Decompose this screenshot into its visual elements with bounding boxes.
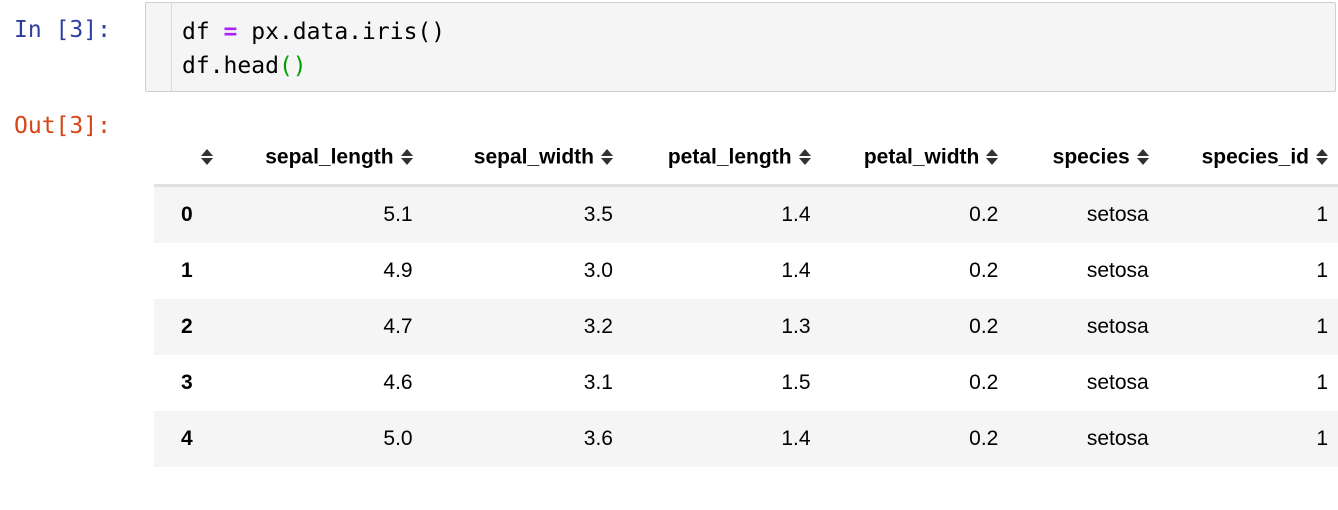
species-id-cell: 1 (1316, 259, 1328, 282)
output-prompt: Out[3]: (14, 113, 111, 139)
code-token: px.data.iris() (237, 19, 446, 45)
code-token: df (182, 19, 224, 45)
sepal-length-cell: 4.7 (383, 315, 413, 338)
sepal-width-cell: 3.2 (583, 315, 613, 338)
species-cell: setosa (1086, 203, 1149, 226)
petal-width-cell: 0.2 (969, 371, 999, 394)
sepal-length-cell: 4.6 (383, 371, 413, 394)
dataframe-table: sepal_length sepal_width petal_length pe… (154, 130, 1338, 467)
column-header-sepal-length[interactable]: sepal_length (213, 130, 440, 187)
petal-length-cell: 1.4 (781, 427, 811, 450)
code-matched-parens: () (278, 53, 307, 79)
sepal-width-cell: 3.0 (583, 259, 613, 282)
row-index-cell: 0 (181, 203, 193, 226)
table-row: 3 4.6 3.1 1.5 0.2 setosa 1 (154, 355, 1338, 411)
petal-width-cell: 0.2 (969, 259, 999, 282)
sort-both-icon[interactable] (400, 148, 413, 165)
column-header-label: petal_width (863, 145, 980, 169)
column-header-species-id[interactable]: species_id (1178, 130, 1338, 187)
species-id-cell: 1 (1316, 315, 1328, 338)
column-header-label: species (1052, 145, 1130, 169)
code-cell-editor[interactable]: df = px.data.iris() df.head() (145, 2, 1336, 92)
petal-length-cell: 1.5 (781, 371, 811, 394)
sepal-length-cell: 5.1 (383, 203, 413, 226)
sepal-width-cell: 3.5 (583, 203, 613, 226)
column-header-label: sepal_width (473, 145, 594, 169)
table-row: 4 5.0 3.6 1.4 0.2 setosa 1 (154, 411, 1338, 467)
table-row: 2 4.7 3.2 1.3 0.2 setosa 1 (154, 299, 1338, 355)
code-line-2: df.head() (182, 53, 307, 79)
petal-length-cell: 1.3 (781, 315, 811, 338)
petal-width-cell: 0.2 (969, 203, 999, 226)
input-prompt: In [3]: (14, 17, 111, 43)
table-row: 0 5.1 3.5 1.4 0.2 setosa 1 (154, 185, 1338, 243)
code-token: df.head (182, 53, 279, 79)
species-id-cell: 1 (1316, 203, 1328, 226)
sepal-length-cell: 5.0 (383, 427, 413, 450)
code-operator: = (223, 19, 238, 45)
table-header-row: sepal_length sepal_width petal_length pe… (154, 130, 1338, 187)
sepal-width-cell: 3.6 (583, 427, 613, 450)
petal-length-cell: 1.4 (781, 203, 811, 226)
sort-both-icon[interactable] (798, 148, 811, 165)
column-header-petal-length[interactable]: petal_length (635, 130, 833, 187)
column-header-petal-width[interactable]: petal_width (832, 130, 1019, 187)
sort-both-icon[interactable] (986, 148, 999, 165)
species-cell: setosa (1086, 427, 1149, 450)
species-cell: setosa (1086, 371, 1149, 394)
table-row: 1 4.9 3.0 1.4 0.2 setosa 1 (154, 243, 1338, 299)
sort-both-icon[interactable] (201, 149, 214, 165)
species-cell: setosa (1086, 259, 1149, 282)
code-line-1: df = px.data.iris() (182, 19, 445, 45)
column-header-species[interactable]: species (1018, 130, 1179, 187)
row-index-cell: 2 (181, 315, 193, 338)
sort-both-icon[interactable] (1136, 148, 1149, 165)
row-index-cell: 3 (181, 371, 193, 394)
petal-length-cell: 1.4 (781, 259, 811, 282)
species-cell: setosa (1086, 315, 1149, 338)
column-header-sepal-width[interactable]: sepal_width (439, 130, 636, 187)
sepal-width-cell: 3.1 (583, 371, 613, 394)
sort-both-icon[interactable] (1316, 148, 1328, 165)
code-gutter (171, 3, 172, 91)
column-header-label: species_id (1201, 145, 1309, 169)
column-header-label: sepal_length (265, 145, 394, 169)
row-index-cell: 1 (181, 259, 193, 282)
petal-width-cell: 0.2 (969, 315, 999, 338)
petal-width-cell: 0.2 (969, 427, 999, 450)
sepal-length-cell: 4.9 (383, 259, 413, 282)
index-column-header[interactable] (154, 130, 214, 187)
sort-both-icon[interactable] (600, 148, 613, 165)
row-index-cell: 4 (181, 427, 193, 450)
column-header-label: petal_length (667, 145, 792, 169)
species-id-cell: 1 (1316, 427, 1328, 450)
code-text[interactable]: df = px.data.iris() df.head() (182, 15, 445, 83)
species-id-cell: 1 (1316, 371, 1328, 394)
